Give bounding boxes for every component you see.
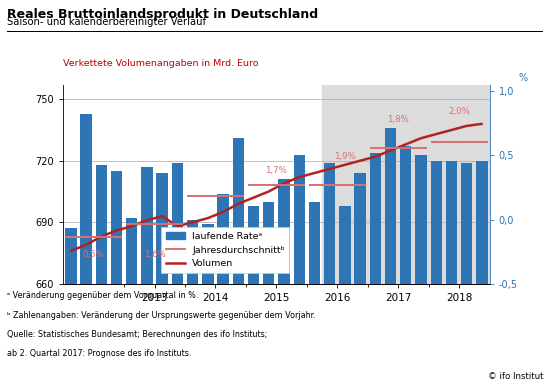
Bar [202, 224, 213, 284]
Bar [96, 165, 107, 284]
Text: Verkettete Volumenangaben in Mrd. Euro: Verkettete Volumenangaben in Mrd. Euro [63, 59, 258, 68]
Bar [217, 193, 229, 284]
Legend: laufende Rateᵃ, Jahresdurchschnittᵇ, Volumen: laufende Rateᵃ, Jahresdurchschnittᵇ, Vol… [161, 227, 289, 273]
Bar [65, 229, 76, 284]
Bar [172, 163, 183, 284]
Bar [294, 155, 305, 284]
Text: Quelle: Statistisches Bundesamt; Berechnungen des ifo Instituts;: Quelle: Statistisches Bundesamt; Berechn… [7, 330, 267, 339]
Bar [354, 173, 366, 284]
Bar [309, 202, 320, 284]
Text: ᵃ Veränderung gegenüber dem Vorquartal in %.: ᵃ Veränderung gegenüber dem Vorquartal i… [7, 291, 198, 300]
Bar [339, 206, 350, 284]
Text: Saison- und kalenderbereinigter Verlauf: Saison- und kalenderbereinigter Verlauf [7, 17, 206, 27]
Text: © ifo Institut: © ifo Institut [488, 372, 543, 381]
Text: 1,9%: 1,9% [334, 152, 356, 161]
Text: ab 2. Quartal 2017: Prognose des ifo Instituts.: ab 2. Quartal 2017: Prognose des ifo Ins… [7, 349, 191, 358]
Text: 1,8%: 1,8% [387, 115, 409, 124]
Bar [400, 146, 411, 284]
Bar [111, 171, 122, 284]
Bar [263, 202, 274, 284]
Bar [324, 163, 336, 284]
Bar [446, 161, 457, 284]
Text: ᵇ Zahlenangaben: Veränderung der Ursprungswerte gegenüber dem Vorjahr.: ᵇ Zahlenangaben: Veränderung der Ursprun… [7, 311, 315, 320]
Bar [233, 138, 244, 284]
Bar [187, 220, 199, 284]
Bar [141, 167, 153, 284]
Bar [385, 128, 396, 284]
Bar [126, 218, 138, 284]
Text: 0,5%: 0,5% [82, 250, 104, 259]
Text: 1,7%: 1,7% [266, 166, 287, 175]
Bar [370, 152, 381, 284]
Bar [476, 161, 488, 284]
Bar [461, 163, 472, 284]
Bar [80, 113, 92, 284]
Text: 2,0%: 2,0% [448, 107, 470, 116]
Text: %: % [519, 73, 528, 83]
Text: Reales Bruttoinlandsprodukt in Deutschland: Reales Bruttoinlandsprodukt in Deutschla… [7, 8, 318, 21]
Bar [415, 155, 427, 284]
Bar [431, 161, 442, 284]
Bar [248, 206, 259, 284]
Bar [322, 85, 490, 284]
Text: 1,6%: 1,6% [144, 250, 166, 259]
Bar [157, 173, 168, 284]
Bar [278, 179, 290, 284]
